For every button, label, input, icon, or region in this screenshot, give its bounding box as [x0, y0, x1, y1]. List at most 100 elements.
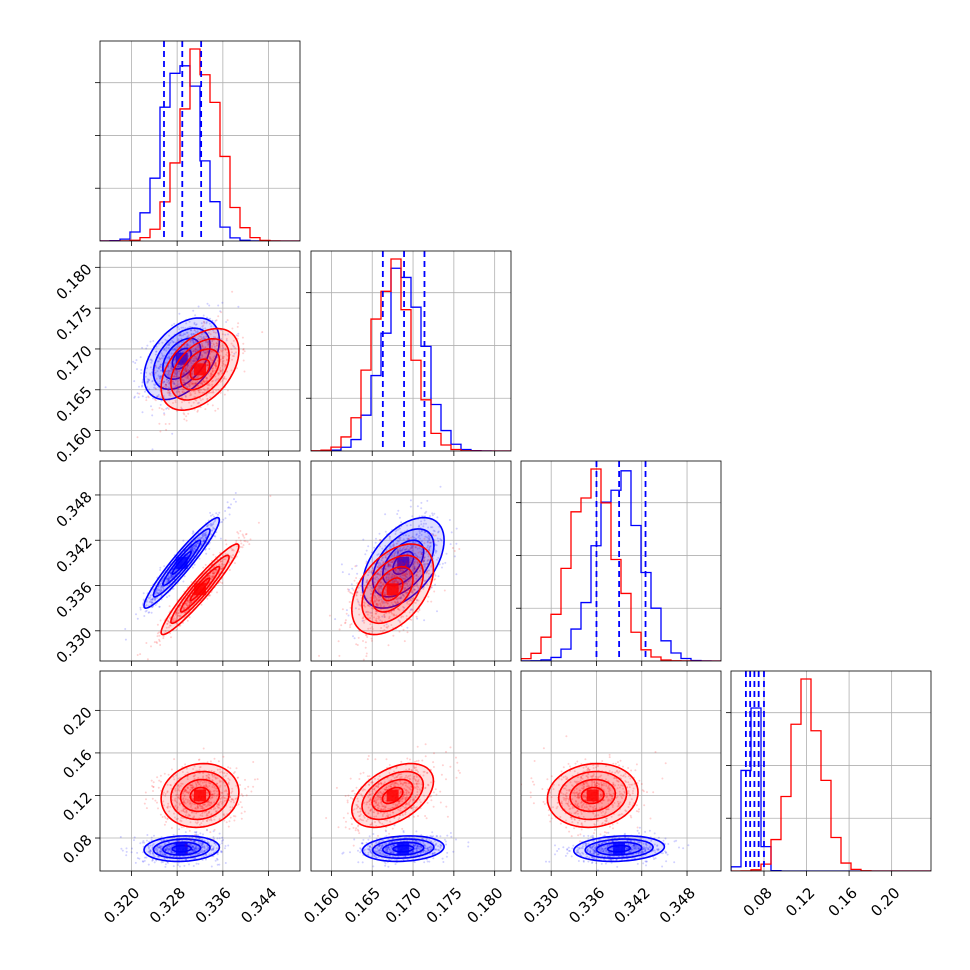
scatter-point — [155, 366, 158, 369]
scatter-point — [354, 607, 357, 610]
scatter-point — [159, 358, 161, 361]
scatter-point — [185, 419, 188, 422]
scatter-point — [212, 350, 214, 353]
scatter-point — [377, 573, 379, 576]
scatter-point — [182, 388, 185, 391]
scatter-point — [211, 350, 213, 353]
scatter-point — [201, 391, 204, 394]
scatter-point — [204, 547, 207, 550]
scatter-point — [242, 348, 245, 350]
scatter-point — [205, 552, 208, 555]
scatter-point — [175, 371, 178, 374]
scatter-point — [220, 567, 223, 570]
scatter-point — [150, 405, 152, 408]
scatter-point — [174, 612, 177, 615]
scatter-point — [175, 569, 178, 571]
scatter-point — [158, 634, 161, 637]
scatter-point — [174, 372, 177, 375]
scatter-point — [344, 621, 347, 624]
scatter-point — [241, 546, 244, 549]
scatter-point — [173, 388, 176, 391]
scatter-point — [169, 572, 172, 575]
scatter-point — [202, 327, 205, 330]
scatter-point — [189, 394, 192, 397]
scatter-point — [206, 398, 209, 401]
scatter-point — [150, 645, 152, 648]
scatter-point — [147, 379, 150, 382]
scatter-point — [185, 386, 188, 389]
scatter-point — [367, 574, 370, 577]
scatter-point — [373, 594, 376, 597]
scatter-point — [415, 533, 418, 536]
scatter-point — [141, 860, 144, 863]
scatter-point — [189, 548, 192, 551]
scatter-point — [418, 609, 421, 611]
scatter-point — [146, 367, 148, 370]
scatter-point — [426, 560, 429, 562]
scatter-point — [202, 535, 205, 538]
scatter-point — [224, 862, 227, 864]
scatter-point — [136, 392, 139, 395]
scatter-point — [188, 863, 190, 866]
scatter-point — [222, 355, 225, 358]
scatter-point — [426, 499, 429, 502]
scatter-point — [160, 589, 163, 592]
scatter-point — [392, 544, 395, 547]
scatter-point — [181, 390, 184, 393]
scatter-point — [212, 379, 214, 382]
scatter-point — [201, 354, 204, 357]
scatter-point — [173, 347, 176, 350]
scatter-point — [185, 331, 188, 334]
scatter-point — [455, 527, 458, 530]
scatter-point — [192, 531, 195, 534]
scatter-point — [226, 556, 229, 559]
scatter-point — [193, 595, 196, 597]
scatter-point — [440, 553, 443, 556]
scatter-point — [205, 356, 208, 359]
scatter-point — [230, 348, 233, 351]
scatter-point — [411, 535, 414, 538]
scatter-point — [161, 386, 164, 389]
scatter-point — [209, 524, 212, 527]
scatter-point — [224, 845, 227, 847]
scatter-point — [183, 575, 186, 578]
scatter-point — [206, 341, 209, 344]
scatter-point — [377, 585, 380, 588]
scatter-point — [420, 501, 423, 504]
scatter-point — [423, 542, 426, 545]
scatter-point — [188, 382, 191, 384]
scatter-point — [125, 847, 128, 850]
scatter-point — [178, 370, 181, 373]
scatter-point — [206, 316, 209, 319]
scatter-point — [399, 550, 402, 553]
scatter-point — [229, 507, 231, 509]
scatter-point — [220, 370, 223, 373]
scatter-point — [346, 588, 349, 591]
scatter-point — [155, 377, 158, 380]
scatter-point — [453, 555, 456, 558]
scatter-point — [164, 630, 167, 632]
scatter-point — [180, 612, 183, 615]
scatter-point — [163, 380, 166, 383]
scatter-point — [198, 356, 200, 359]
scatter-point — [200, 353, 203, 356]
scatter-point — [196, 409, 199, 412]
scatter-point — [192, 865, 195, 867]
scatter-point — [418, 530, 421, 532]
scatter-point — [399, 597, 402, 600]
scatter-point — [178, 393, 181, 396]
scatter-point — [396, 600, 399, 603]
scatter-point — [210, 372, 213, 375]
scatter-point — [350, 623, 353, 625]
scatter-point — [216, 359, 219, 362]
scatter-point — [345, 612, 348, 615]
scatter-point — [197, 346, 200, 349]
scatter-point — [211, 574, 214, 577]
scatter-point — [181, 378, 184, 381]
scatter-point — [208, 384, 211, 387]
scatter-point — [231, 548, 234, 551]
scatter-point — [151, 414, 154, 417]
scatter-point — [188, 401, 191, 404]
scatter-point — [187, 412, 190, 415]
